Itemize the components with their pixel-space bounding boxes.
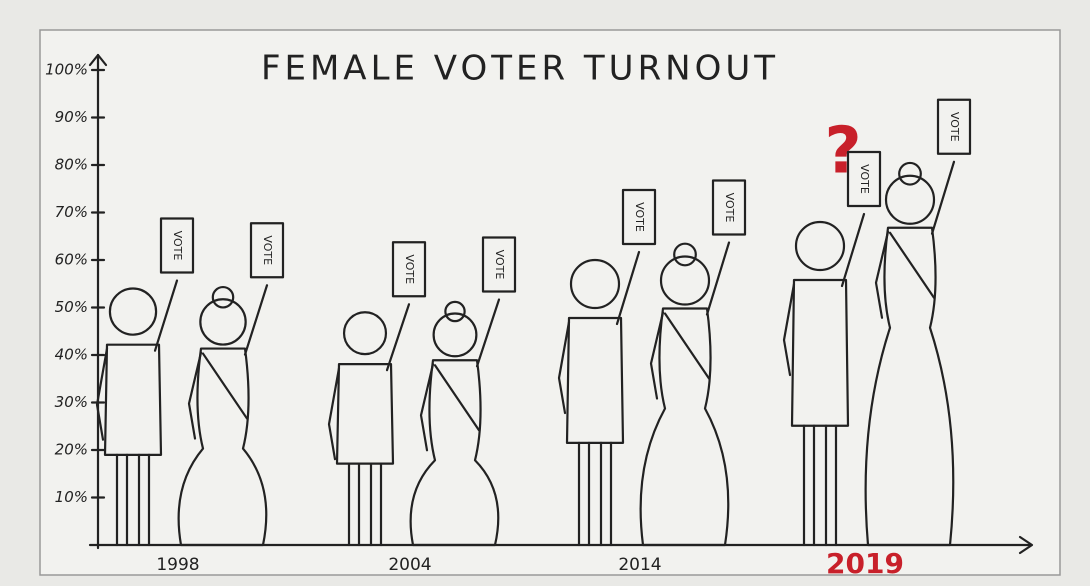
y-tick-label: 100%: [45, 61, 88, 79]
figure-head: [884, 174, 936, 225]
figure-dress: [639, 307, 730, 547]
vote-sign-text: VOTE: [633, 202, 646, 232]
figure-raised-arm: [705, 241, 731, 316]
y-tick-label: 10%: [55, 488, 88, 506]
vote-sign: [159, 217, 195, 274]
chart-title: FEMALE VOTER TURNOUT: [261, 49, 779, 89]
figure-raised-arm: [840, 212, 866, 288]
y-tick-label: 90%: [55, 108, 88, 126]
vote-sign-text: VOTE: [403, 254, 416, 284]
vote-sign: [481, 236, 517, 293]
vote-sign-text: VOTE: [261, 235, 274, 265]
figure-dress: [864, 226, 955, 547]
paper: [39, 29, 1061, 576]
figure-left-arm: [327, 367, 341, 461]
vote-sign: [936, 98, 972, 155]
figure: VOTE: [95, 217, 195, 547]
figure: VOTE: [639, 179, 747, 547]
vote-sign-text: VOTE: [171, 231, 184, 261]
y-tick-label: 60%: [55, 251, 88, 269]
figure-head: [659, 255, 711, 306]
vote-sign-text: VOTE: [948, 112, 961, 142]
figure-head: [342, 311, 388, 356]
figure-sari: [201, 352, 249, 420]
figure-head: [199, 298, 247, 346]
figure-raised-arm: [385, 303, 411, 372]
vote-sign: [391, 241, 427, 298]
figure-head: [794, 220, 846, 272]
figure-shirt: [790, 278, 850, 427]
figure-left-arm: [95, 347, 109, 441]
figure: VOTE: [782, 150, 882, 547]
y-tick-label: 20%: [55, 441, 88, 459]
figure: VOTE: [409, 236, 517, 547]
figure-left-arm: [187, 351, 203, 440]
figure-shirt: [565, 316, 625, 444]
figure-bun: [211, 285, 235, 309]
vote-sign: [621, 188, 657, 246]
figure-dress: [177, 347, 268, 547]
figure-head: [569, 258, 621, 310]
y-tick-label: 70%: [55, 203, 88, 221]
figure-left-arm: [649, 311, 665, 400]
figure-head: [108, 287, 158, 336]
figure-dress: [409, 359, 500, 547]
y-tick-label: 30%: [55, 393, 88, 411]
figure-raised-arm: [153, 279, 179, 352]
vote-sign-text: VOTE: [723, 193, 736, 223]
figure-bun: [898, 161, 922, 186]
figure-left-arm: [557, 320, 571, 415]
figure-bun: [673, 242, 697, 267]
y-axis-arrow: [88, 53, 108, 67]
figure: VOTE: [327, 241, 427, 547]
figure-left-arm: [419, 363, 435, 452]
x-tick-label: 1998: [156, 555, 199, 575]
x-axis-arrow: [1018, 535, 1034, 555]
vote-sign: [711, 179, 747, 236]
figure-left-arm: [874, 230, 890, 319]
figure-sari: [663, 312, 711, 380]
figure: VOTE: [557, 188, 657, 547]
vote-sign: [249, 222, 285, 279]
figure-shirt: [335, 363, 395, 465]
x-tick-label: 2019: [826, 547, 904, 580]
figure-raised-arm: [615, 250, 641, 326]
x-tick-label: 2014: [618, 555, 661, 575]
figure-bun: [444, 300, 466, 323]
x-tick-label: 2004: [388, 555, 431, 575]
figure-sari: [433, 364, 481, 432]
figure: VOTE: [864, 98, 972, 547]
vote-sign: [846, 150, 882, 208]
y-tick-label: 80%: [55, 156, 88, 174]
y-tick-label: 50%: [55, 298, 88, 316]
figure-sari: [888, 231, 936, 299]
figure: VOTE: [177, 222, 285, 547]
figure-raised-arm: [243, 284, 269, 356]
y-tick-label: 40%: [55, 346, 88, 364]
figure-shirt: [103, 343, 163, 456]
figure-head: [432, 312, 478, 358]
vote-sign-text: VOTE: [858, 164, 871, 194]
figure-left-arm: [782, 282, 796, 377]
vote-sign-text: VOTE: [493, 250, 506, 280]
figure-raised-arm: [475, 298, 501, 368]
figure-raised-arm: [930, 160, 956, 235]
